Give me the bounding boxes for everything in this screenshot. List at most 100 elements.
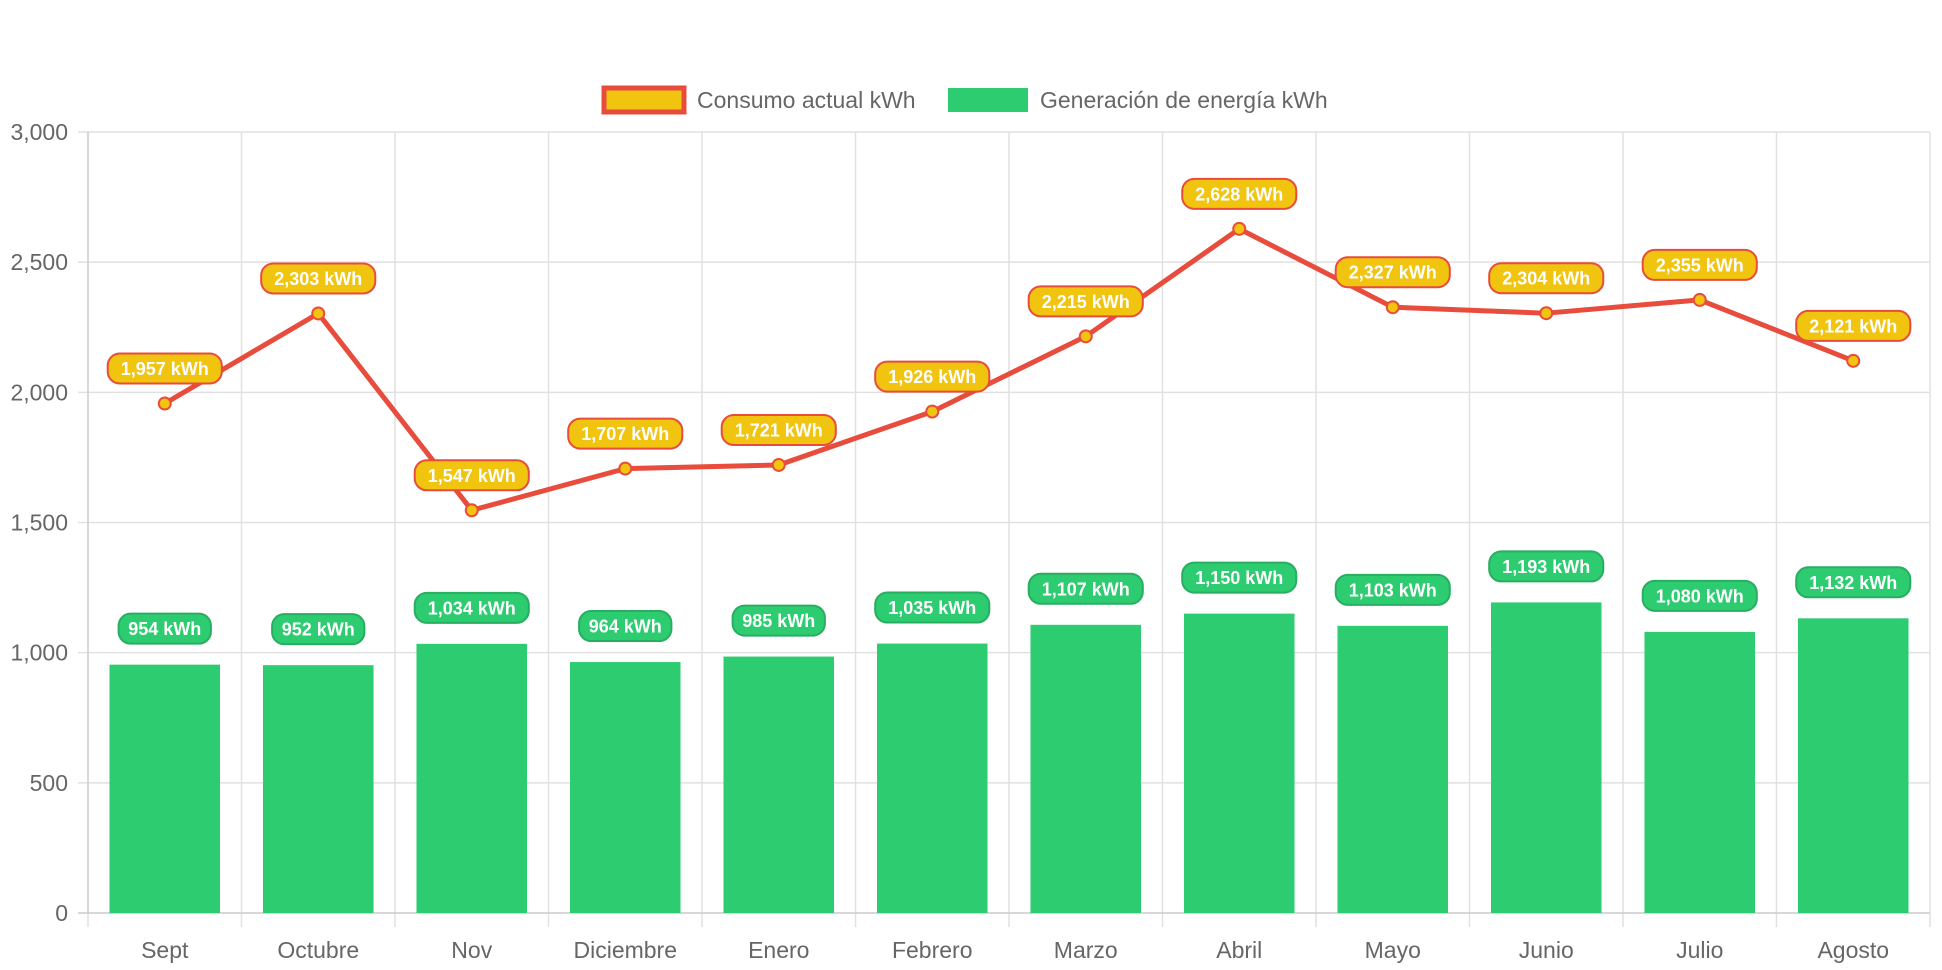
x-tick-label: Marzo <box>1054 937 1118 963</box>
generation-data-label-box <box>117 612 212 645</box>
generation-data-label-box <box>413 591 530 624</box>
generation-data-label-text: 954 kWh <box>128 619 201 639</box>
generation-data-label-text: 1,035 kWh <box>888 598 976 618</box>
consumption-data-label-text: 2,121 kWh <box>1809 316 1897 336</box>
y-tick-label: 2,500 <box>10 249 68 275</box>
generation-data-label: 1,107 kWh <box>1027 572 1144 605</box>
consumption-data-label-text: 2,327 kWh <box>1349 263 1437 283</box>
generation-bar <box>109 664 221 913</box>
consumption-data-label: 2,304 kWh <box>1488 262 1605 295</box>
x-tick-label: Julio <box>1676 937 1723 963</box>
consumption-data-label-text: 1,707 kWh <box>581 424 669 444</box>
consumption-data-label-box <box>1027 285 1144 318</box>
generation-data-label-box <box>1488 550 1605 583</box>
consumption-data-label: 2,121 kWh <box>1795 309 1912 342</box>
consumption-data-label-box <box>1334 256 1451 289</box>
consumption-data-label: 2,215 kWh <box>1027 285 1144 318</box>
legend-swatch-generation <box>948 88 1028 112</box>
consumption-data-label-text: 2,215 kWh <box>1042 292 1130 312</box>
y-tick-label: 2,000 <box>10 379 68 405</box>
consumption-data-label-box <box>1488 262 1605 295</box>
generation-data-label-box <box>1181 561 1298 594</box>
generation-bar <box>569 662 681 913</box>
consumption-data-label-box <box>1795 309 1912 342</box>
generation-bar <box>1644 631 1756 913</box>
generation-data-label: 954 kWh <box>117 612 212 645</box>
generation-data-label-box <box>578 610 673 643</box>
generation-data-label-box <box>1795 566 1912 599</box>
consumption-data-label-text: 2,355 kWh <box>1656 255 1744 275</box>
generation-data-label-text: 985 kWh <box>742 611 815 631</box>
consumption-point <box>1232 221 1247 236</box>
consumption-point <box>771 457 786 472</box>
generation-data-label: 1,034 kWh <box>413 591 530 624</box>
generation-data-label: 952 kWh <box>271 613 366 646</box>
generation-bar <box>1490 602 1602 913</box>
consumption-data-label-text: 2,304 kWh <box>1502 269 1590 289</box>
generation-data-label-text: 1,150 kWh <box>1195 568 1283 588</box>
generation-data-label-box <box>271 613 366 646</box>
x-tick-label: Diciembre <box>573 937 677 963</box>
generation-bar <box>723 656 835 913</box>
consumption-point <box>464 503 479 518</box>
x-tick-label: Octubre <box>277 937 359 963</box>
generation-data-label: 1,150 kWh <box>1181 561 1298 594</box>
consumption-data-label: 2,303 kWh <box>260 262 377 295</box>
generation-data-label-box <box>1641 579 1758 612</box>
x-tick-label: Sept <box>141 937 189 963</box>
generation-data-label: 1,103 kWh <box>1334 573 1451 606</box>
x-tick-label: Agosto <box>1817 937 1889 963</box>
consumption-data-label-box <box>1641 248 1758 281</box>
generation-data-label: 985 kWh <box>731 604 826 637</box>
generation-data-label: 1,035 kWh <box>874 591 991 624</box>
consumption-data-label: 1,547 kWh <box>413 459 530 492</box>
x-tick-label: Abril <box>1216 937 1262 963</box>
generation-data-label: 1,132 kWh <box>1795 566 1912 599</box>
generation-data-label-text: 1,107 kWh <box>1042 579 1130 599</box>
consumption-data-label: 2,355 kWh <box>1641 248 1758 281</box>
y-tick-label: 3,000 <box>10 119 68 145</box>
generation-data-label: 1,080 kWh <box>1641 579 1758 612</box>
consumption-data-label-text: 2,303 kWh <box>274 269 362 289</box>
y-tick-label: 1,500 <box>10 510 68 536</box>
y-tick-label: 1,000 <box>10 640 68 666</box>
legend-label-consumption: Consumo actual kWh <box>697 87 916 113</box>
y-tick-label: 0 <box>55 900 68 926</box>
consumption-data-label-text: 1,926 kWh <box>888 367 976 387</box>
generation-data-label-box <box>1334 573 1451 606</box>
consumption-point <box>925 404 940 419</box>
legend-swatch-consumption <box>601 85 687 115</box>
consumption-point <box>1846 353 1861 368</box>
generation-bar <box>416 643 528 913</box>
generation-data-label-box <box>1027 572 1144 605</box>
x-tick-label: Mayo <box>1365 937 1421 963</box>
x-tick-label: Nov <box>451 937 492 963</box>
consumption-data-label: 1,957 kWh <box>106 352 223 385</box>
generation-bar <box>876 643 988 913</box>
generation-data-label-text: 1,193 kWh <box>1502 557 1590 577</box>
generation-data-label-text: 1,080 kWh <box>1656 586 1744 606</box>
generation-data-label: 964 kWh <box>578 610 673 643</box>
generation-bar <box>1183 613 1295 913</box>
consumption-point <box>618 461 633 476</box>
generation-data-label: 1,193 kWh <box>1488 550 1605 583</box>
consumption-point <box>157 396 172 411</box>
consumption-point <box>311 306 326 321</box>
legend-label-generation: Generación de energía kWh <box>1040 87 1328 113</box>
y-tick-label: 500 <box>30 770 68 796</box>
consumption-point <box>1539 306 1554 321</box>
consumption-data-label-text: 1,547 kWh <box>428 466 516 486</box>
generation-data-label-text: 952 kWh <box>282 620 355 640</box>
generation-data-label-text: 1,132 kWh <box>1809 573 1897 593</box>
generation-bar <box>1797 618 1909 913</box>
consumption-data-label-text: 1,957 kWh <box>121 359 209 379</box>
consumption-data-label-box <box>567 417 684 450</box>
consumption-point <box>1385 300 1400 315</box>
x-tick-label: Junio <box>1519 937 1574 963</box>
generation-data-label-text: 964 kWh <box>589 617 662 637</box>
consumption-data-label-box <box>413 459 530 492</box>
consumption-data-label: 1,926 kWh <box>874 360 991 393</box>
consumption-data-label-text: 2,628 kWh <box>1195 184 1283 204</box>
x-tick-label: Enero <box>748 937 809 963</box>
